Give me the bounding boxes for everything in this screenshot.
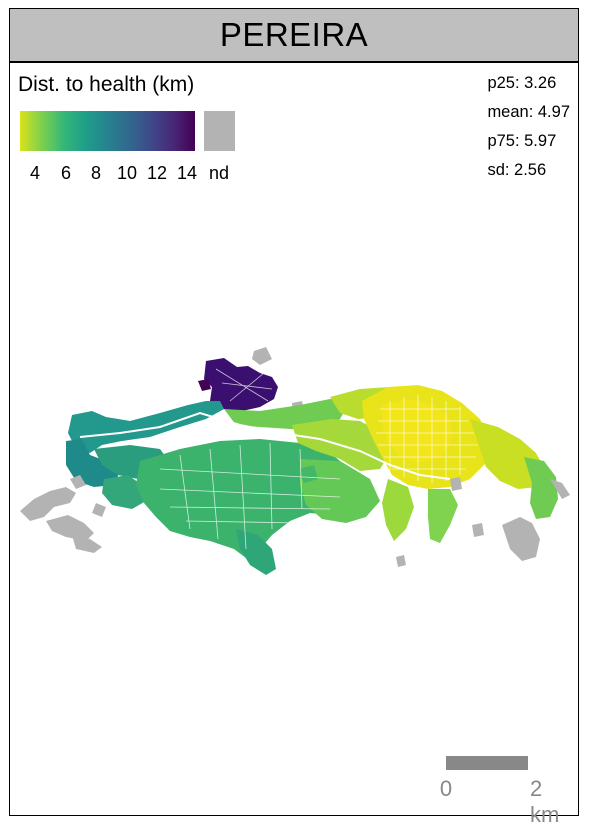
region-nodata-east-3 (396, 555, 406, 567)
region-nodata-west (20, 487, 76, 521)
region-north-purple-small (198, 379, 211, 391)
stat-p25: p25: 3.26 (487, 74, 557, 92)
stat-sd: sd: 2.56 (487, 161, 547, 179)
street-grid (159, 368, 478, 550)
region-nodata-west-4 (70, 475, 86, 489)
stat-p75: p75: 5.97 (487, 132, 557, 150)
region-green-lime (300, 459, 380, 523)
legend-tick-nd: nd (208, 163, 230, 183)
summary-stats: p25: 3.26 mean: 4.97 p75: 5.97 sd: 2.56 (487, 69, 570, 185)
legend-tick-8: 8 (90, 163, 102, 183)
region-west-green-2 (102, 475, 146, 509)
region-nodata-east-5 (450, 477, 462, 491)
region-west-teal (68, 401, 224, 453)
scale-end-label: 2 km (530, 776, 560, 827)
region-nodata-east-2 (472, 523, 484, 537)
scale-start-label: 0 (439, 776, 453, 801)
stat-mean: mean: 4.97 (487, 103, 570, 121)
region-nodata-west-2 (46, 515, 94, 541)
map-frame: PEREIRA Dist. to health (km) 4 6 8 10 12… (9, 8, 579, 827)
legend-no-data-swatch (204, 111, 235, 151)
region-city-east (470, 419, 546, 489)
choropleth-map (20, 347, 570, 575)
region-southeast-green (428, 489, 458, 543)
legend-title: Dist. to health (km) (18, 73, 195, 96)
region-green-patch (298, 465, 318, 483)
region-south-lime (382, 479, 414, 541)
region-nodata-west-5 (92, 503, 106, 517)
region-city-core-bright (382, 399, 452, 463)
title-bar: PEREIRA (10, 9, 578, 63)
legend-color-ramp (20, 111, 195, 151)
region-west-blue (66, 439, 120, 487)
map-title: PEREIRA (219, 16, 369, 53)
region-nodata-north (252, 347, 272, 365)
region-central-green-south (236, 529, 276, 575)
legend-tick-6: 6 (60, 163, 72, 183)
river-line (79, 411, 451, 480)
legend-tick-10: 10 (116, 163, 138, 183)
legend-tick-4: 4 (29, 163, 41, 183)
scale-bar (446, 756, 528, 770)
region-nodata-east (502, 517, 540, 561)
region-nodata-east-4 (550, 479, 570, 499)
region-city-east-green (524, 457, 558, 519)
legend-tick-14: 14 (176, 163, 198, 183)
legend-tick-12: 12 (146, 163, 168, 183)
region-nodata-west-3 (72, 535, 102, 553)
